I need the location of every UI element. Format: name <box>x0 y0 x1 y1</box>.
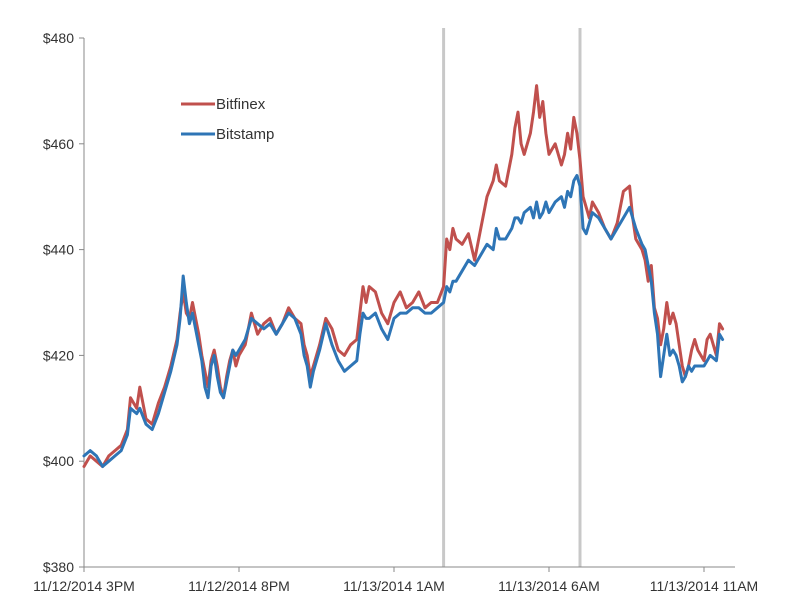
axis-ticks: $380 $400 $420 $440 $460 $480 11/12/2014 3PM 11… <box>33 30 758 594</box>
y-tick-label: $460 <box>43 136 74 152</box>
series-line-bitfinex <box>82 84 725 468</box>
x-tick-label: 11/12/2014 3PM <box>33 578 135 594</box>
y-tick-label: $400 <box>43 453 74 469</box>
x-tick-label: 11/13/2014 1AM <box>343 578 445 594</box>
legend-label-bitfinex: Bitfinex <box>216 96 266 113</box>
x-tick-label: 11/13/2014 11AM <box>650 578 758 594</box>
series-lines <box>82 84 725 468</box>
x-tick-label: 11/13/2014 6AM <box>498 578 600 594</box>
y-tick-label: $480 <box>43 30 74 46</box>
axes <box>83 38 735 568</box>
y-tick-label: $420 <box>43 347 74 363</box>
y-tick-label: $380 <box>43 559 74 575</box>
legend-label-bitstamp: Bitstamp <box>216 126 274 143</box>
legend: Bitfinex Bitstamp <box>181 96 274 143</box>
series-line-bitstamp <box>82 174 725 468</box>
x-tick-label: 11/12/2014 8PM <box>188 578 290 594</box>
vertical-markers <box>442 28 582 567</box>
y-tick-label: $440 <box>43 242 74 258</box>
